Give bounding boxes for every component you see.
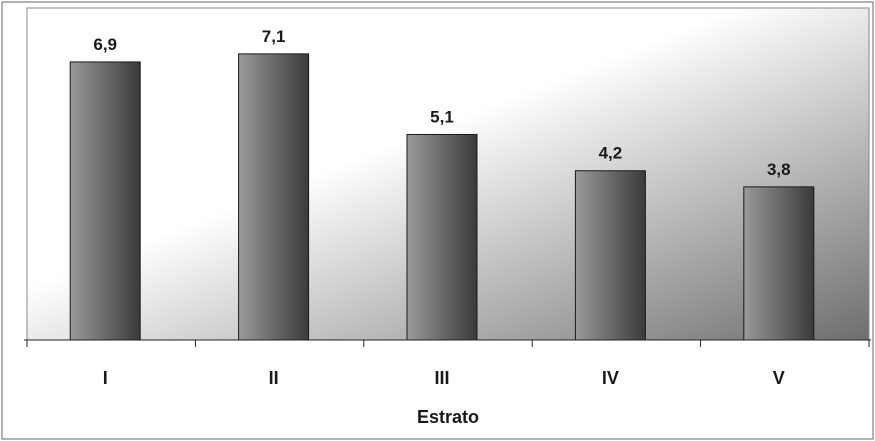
- x-tick-label-V: V: [773, 368, 785, 388]
- x-axis: I II III IV V: [24, 339, 871, 388]
- bar-value-label-I: 6,9: [93, 35, 117, 54]
- bar-II: [238, 53, 310, 341]
- bar-IV: [574, 170, 646, 341]
- bar-value-label-III: 5,1: [430, 107, 454, 126]
- x-tick-label-II: II: [269, 368, 279, 388]
- bar-value-label-II: 7,1: [262, 27, 286, 46]
- x-axis-title: Estrato: [417, 407, 479, 427]
- bar-I: [69, 61, 141, 341]
- bar-value-label-IV: 4,2: [599, 144, 623, 163]
- x-tick-label-I: I: [103, 368, 108, 388]
- bar-III: [406, 133, 478, 341]
- x-tick-label-IV: IV: [602, 368, 619, 388]
- bars-group: 6,9 7,1 5,1 4,2 3,8: [69, 27, 815, 341]
- x-tick-label-III: III: [434, 368, 449, 388]
- bar-value-label-V: 3,8: [767, 160, 791, 179]
- bar-V: [743, 186, 815, 341]
